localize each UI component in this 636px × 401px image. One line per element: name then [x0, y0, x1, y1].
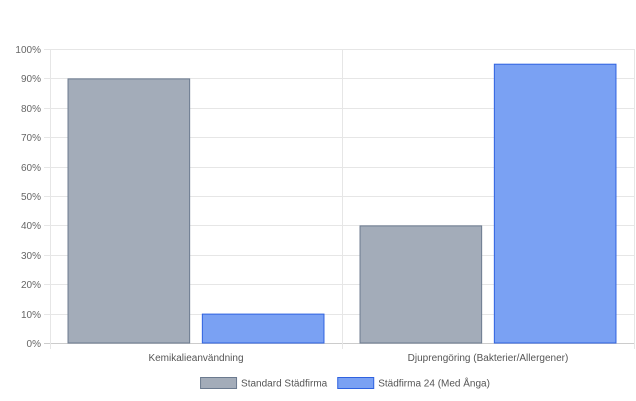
y-axis: 0% 10% 20% 30% 40% 50% 60% 70% 80% 90% 100%	[15, 45, 41, 350]
y-tick-label: 0%	[27, 339, 42, 350]
bar-series	[67, 63, 617, 344]
x-tick-label: Kemikalieanvändning	[148, 353, 243, 364]
y-tick-label: 70%	[21, 133, 41, 144]
x-axis: Kemikalieanvändning Djuprengöring (Bakter…	[148, 353, 568, 364]
y-tick-label: 10%	[21, 310, 41, 321]
y-tick-label: 20%	[21, 280, 41, 291]
y-tick-label: 60%	[21, 163, 41, 174]
y-tick-label: 40%	[21, 221, 41, 232]
x-tick-label: Djuprengöring (Bakterier/Allergener)	[408, 353, 569, 364]
legend-swatch-1	[337, 377, 375, 389]
y-tick-label: 30%	[21, 251, 41, 262]
legend-item-label: Städfirma 24 (Med Ånga)	[378, 377, 490, 390]
bar-stadfirma24-0	[201, 313, 325, 344]
y-tick-label: 100%	[15, 45, 41, 56]
legend-swatch-0	[200, 377, 238, 389]
y-tick-label: 50%	[21, 192, 41, 203]
bar-standard-0	[67, 78, 191, 344]
bar-stadfirma24-1	[493, 63, 617, 344]
y-tick-label: 80%	[21, 104, 41, 115]
bar-standard-1	[359, 225, 483, 344]
y-tick-label: 90%	[21, 74, 41, 85]
legend-item-label: Standard Städfirma	[241, 379, 328, 390]
legend: Standard Städfirma Städfirma 24 (Med Ånga…	[200, 377, 490, 390]
